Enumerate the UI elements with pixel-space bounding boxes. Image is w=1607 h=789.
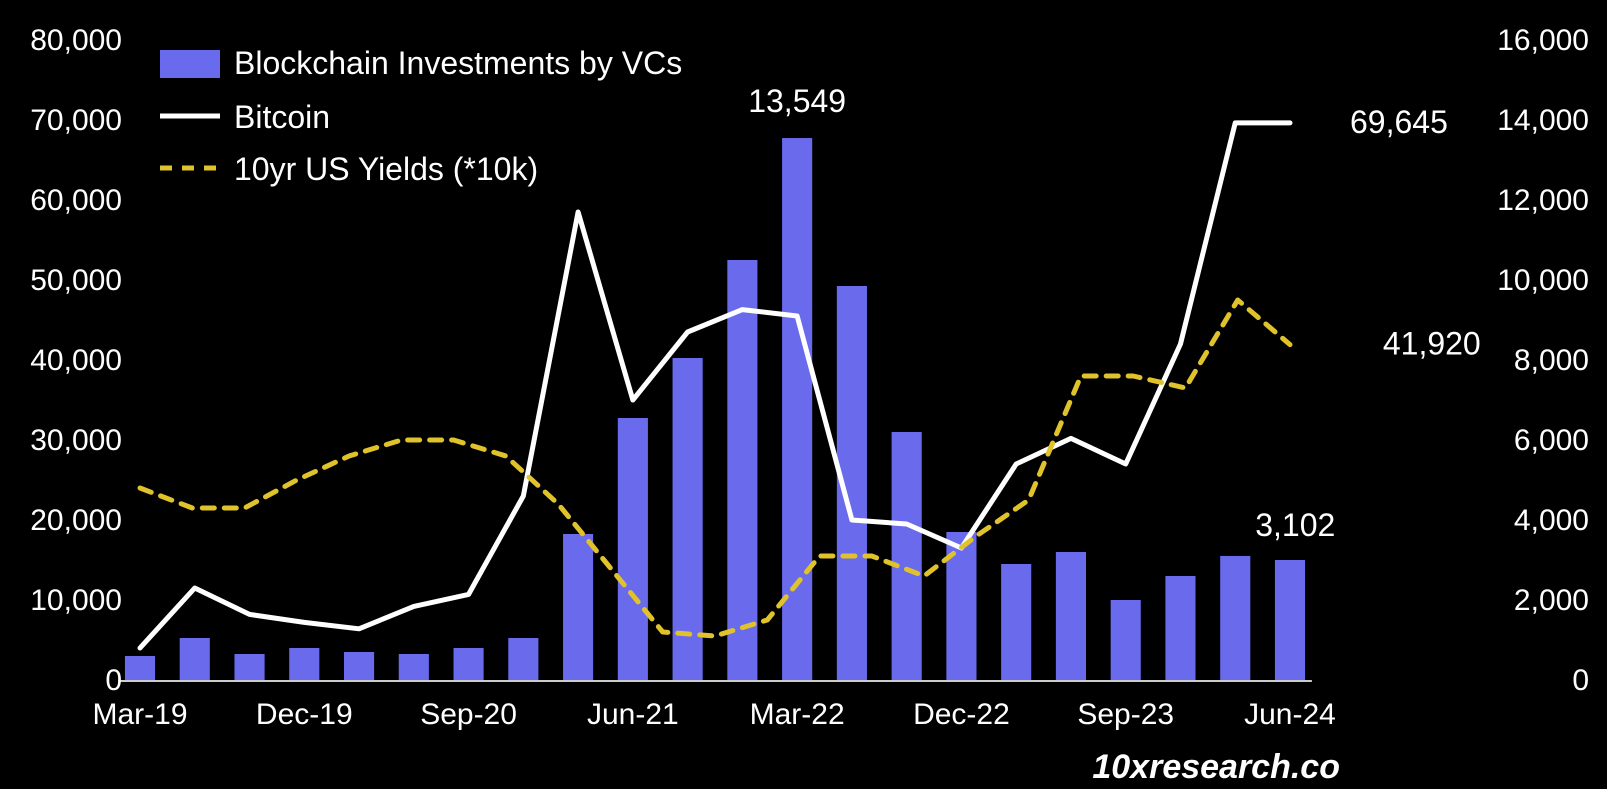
y-left-tick-label: 70,000: [30, 104, 122, 137]
watermark: 10xresearch.co: [1092, 748, 1340, 786]
y-right-tick-label: 14,000: [1497, 104, 1589, 137]
bar: [727, 260, 757, 680]
bar: [344, 652, 374, 680]
annotation-label: 69,645: [1350, 104, 1448, 140]
bar: [289, 648, 319, 680]
x-tick-label: Jun-24: [1244, 698, 1336, 731]
y-left-tick-label: 20,000: [30, 504, 122, 537]
annotation-label: 13,549: [748, 83, 846, 119]
y-right-tick-label: 6,000: [1514, 424, 1589, 457]
y-left-tick-label: 10,000: [30, 584, 122, 617]
x-tick-label: Dec-22: [913, 698, 1010, 731]
x-tick-label: Sep-20: [420, 698, 517, 731]
bar: [618, 418, 648, 680]
y-left-tick-label: 30,000: [30, 424, 122, 457]
y-right-tick-label: 16,000: [1497, 24, 1589, 57]
x-tick-label: Mar-19: [92, 698, 187, 731]
bar: [892, 432, 922, 680]
legend-swatch-bars: [160, 50, 220, 78]
y-right-tick-label: 10,000: [1497, 264, 1589, 297]
y-left-tick-label: 60,000: [30, 184, 122, 217]
bar: [180, 638, 210, 680]
bar: [508, 638, 538, 680]
y-right-tick-label: 2,000: [1514, 584, 1589, 617]
bar: [125, 656, 155, 680]
x-tick-label: Dec-19: [256, 698, 353, 731]
y-right-tick-label: 4,000: [1514, 504, 1589, 537]
bar: [1275, 560, 1305, 680]
combo-chart: 0 10,000 20,000 30,000 40,000 50,000 60,000 70,…: [0, 0, 1607, 789]
y-left-tick-label: 50,000: [30, 264, 122, 297]
x-tick-label: Sep-23: [1077, 698, 1174, 731]
bar: [563, 534, 593, 680]
bar: [1056, 552, 1086, 680]
bar: [234, 654, 264, 680]
bar: [399, 654, 429, 680]
y-left-tick-label: 0: [105, 664, 122, 697]
bar: [1165, 576, 1195, 680]
legend-label: Bitcoin: [234, 99, 330, 135]
bar: [454, 648, 484, 680]
y-right-tick-label: 8,000: [1514, 344, 1589, 377]
y-right-tick-label: 0: [1572, 664, 1589, 697]
annotation-label: 41,920: [1383, 326, 1481, 362]
bar: [1220, 556, 1250, 680]
y-left-tick-label: 80,000: [30, 24, 122, 57]
bar: [1001, 564, 1031, 680]
y-right-tick-label: 12,000: [1497, 184, 1589, 217]
annotation-label: 3,102: [1255, 507, 1335, 543]
bar: [1111, 600, 1141, 680]
y-left-tick-label: 40,000: [30, 344, 122, 377]
x-tick-label: Mar-22: [750, 698, 845, 731]
legend-label: 10yr US Yields (*10k): [234, 151, 538, 187]
legend-label: Blockchain Investments by VCs: [234, 45, 682, 81]
x-tick-label: Jun-21: [587, 698, 679, 731]
